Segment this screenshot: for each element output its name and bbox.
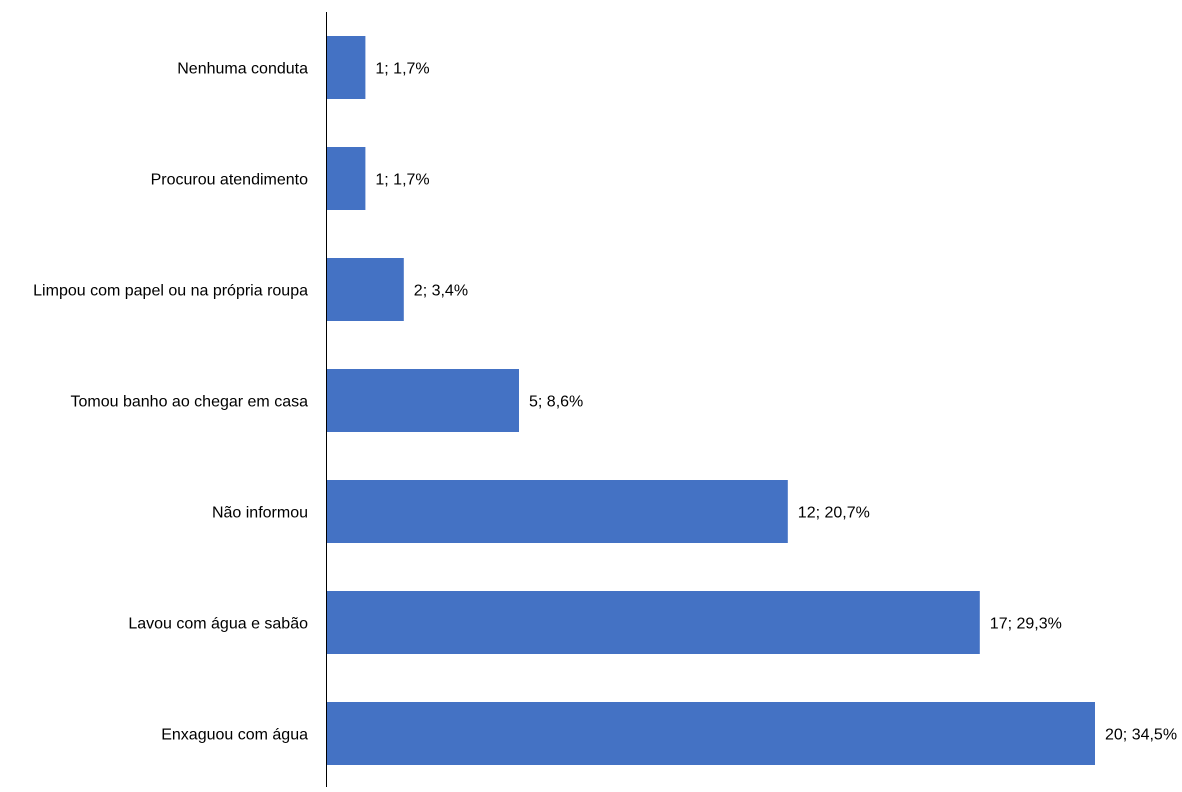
category-labels: Nenhuma conduta Procurou atendimento Limpo… bbox=[33, 61, 308, 744]
bar bbox=[327, 36, 366, 99]
bar bbox=[327, 480, 788, 543]
bar bbox=[327, 702, 1095, 765]
data-label: 20; 34,5% bbox=[1105, 727, 1177, 744]
bar bbox=[327, 369, 519, 432]
data-label: 1; 1,7% bbox=[375, 61, 429, 78]
data-label: 1; 1,7% bbox=[375, 172, 429, 189]
category-label: Lavou com água e sabão bbox=[128, 616, 308, 633]
bar bbox=[327, 258, 404, 321]
category-label: Procurou atendimento bbox=[151, 172, 309, 189]
data-label: 12; 20,7% bbox=[798, 505, 870, 522]
category-label: Nenhuma conduta bbox=[177, 61, 308, 78]
data-label: 17; 29,3% bbox=[990, 616, 1062, 633]
data-label: 5; 8,6% bbox=[529, 394, 583, 411]
bar bbox=[327, 591, 980, 654]
category-label: Enxaguou com água bbox=[161, 727, 308, 744]
data-labels: 1; 1,7% 1; 1,7% 2; 3,4% 5; 8,6% 12; 20,7% 17;… bbox=[375, 61, 1177, 744]
data-label: 2; 3,4% bbox=[414, 283, 468, 300]
bars-layer bbox=[327, 36, 1095, 765]
category-label: Tomou banho ao chegar em casa bbox=[71, 394, 309, 411]
bar bbox=[327, 147, 366, 210]
category-label: Não informou bbox=[212, 505, 308, 522]
category-label: Limpou com papel ou na própria roupa bbox=[33, 283, 308, 300]
